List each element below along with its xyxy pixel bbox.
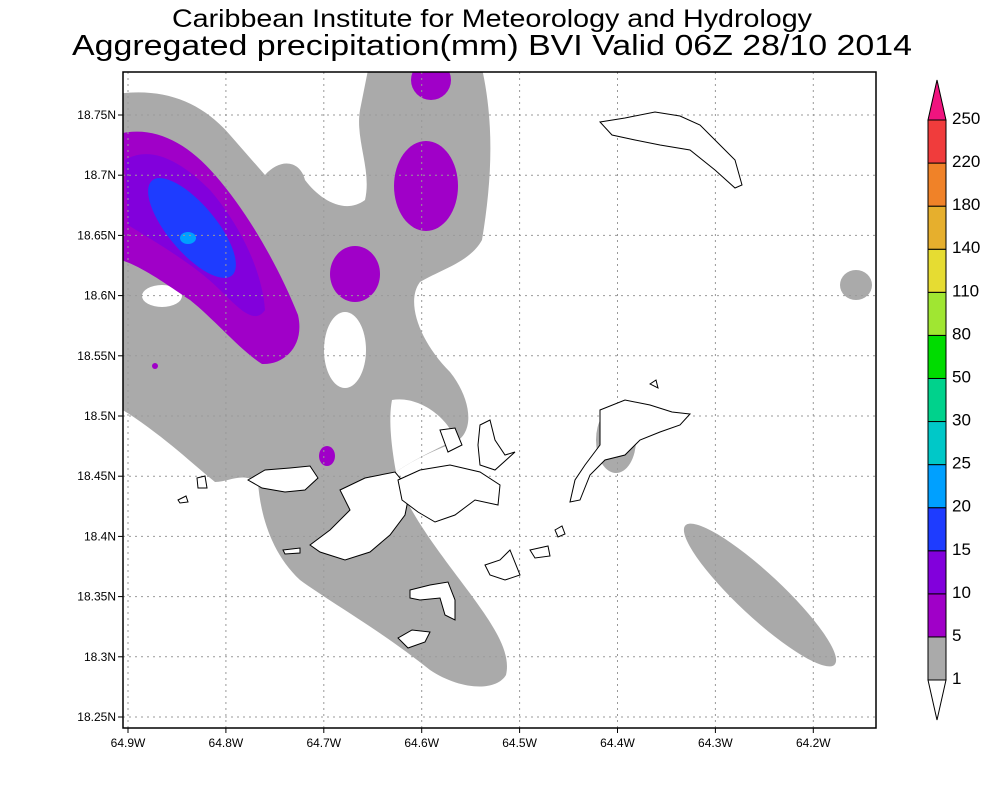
colorbar-segment [927, 550, 947, 595]
colorbar-label: 30 [952, 411, 971, 430]
x-tick-label: 64.8W [209, 736, 244, 750]
islands [177, 111, 743, 649]
colorbar-segment [927, 507, 947, 552]
island-norman [397, 629, 431, 649]
island-jost-van-dyke-group [397, 464, 501, 523]
colorbar-segment [927, 248, 947, 293]
y-tick-label: 18.5N [84, 409, 116, 423]
island-peter [409, 581, 456, 621]
colorbar-segment [927, 334, 947, 379]
colorbar-upper-arrow [927, 79, 947, 121]
island-sandy [196, 475, 208, 489]
island-guana [439, 427, 463, 453]
x-tick-label: 64.2W [796, 736, 831, 750]
y-tick-label: 18.6N [84, 289, 116, 303]
x-tick-label: 64.5W [502, 736, 537, 750]
colorbar-label: 20 [952, 497, 971, 516]
x-tick-label: 64.7W [306, 736, 341, 750]
colorbar-label: 140 [952, 238, 980, 257]
y-tick-label: 18.65N [77, 228, 116, 242]
y-tick-label: 18.3N [84, 650, 116, 664]
island-cooper [529, 545, 551, 559]
colorbar-label: 15 [952, 540, 971, 559]
colorbar-label: 1 [952, 669, 961, 688]
colorbar-label: 5 [952, 626, 961, 645]
island-small-west [177, 495, 189, 504]
y-tick-label: 18.4N [84, 529, 116, 543]
colorbar-segment [927, 162, 947, 207]
y-tick-label: 18.7N [84, 168, 116, 182]
island-west [282, 547, 301, 555]
colorbar-segment [927, 593, 947, 638]
title-line-1: Caribbean Institute for Meteorology and … [172, 5, 813, 33]
island-small-ne [649, 379, 659, 389]
x-tick-label: 64.4W [600, 736, 635, 750]
colorbar-segment [927, 421, 947, 466]
y-tick-label: 18.55N [77, 349, 116, 363]
y-tick-label: 18.25N [77, 710, 116, 724]
plot-frame [122, 71, 877, 729]
x-axis: 64.9W 64.8W 64.7W 64.6W 64.5W 64.4W 64.3W 64.2W [111, 728, 831, 750]
island-st-thomas [247, 465, 319, 493]
colorbar-label: 220 [952, 152, 980, 171]
colorbar-label: 80 [952, 324, 971, 343]
y-axis: 18.75N 18.7N 18.65N 18.6N 18.55N 18.5N 18.45N 1… [77, 108, 123, 724]
colorbar-label: 10 [952, 583, 971, 602]
precip-15-20mm-area [148, 178, 236, 278]
island-virgin-gorda [569, 399, 692, 503]
y-tick-label: 18.45N [77, 469, 116, 483]
island-anegada [598, 111, 743, 189]
colorbar-lower-arrow [927, 679, 947, 721]
precip-area-southeast-band [683, 523, 837, 667]
colorbar-label: 180 [952, 195, 980, 214]
y-tick-label: 18.35N [77, 590, 116, 604]
map-plot-area [123, 72, 876, 728]
colorbar-label: 50 [952, 367, 971, 386]
x-tick-label: 64.3W [698, 736, 733, 750]
precip-20-25mm-area [180, 232, 196, 244]
colorbar-segment [927, 464, 947, 509]
island-fallen-jerusalem [554, 525, 566, 538]
x-tick-label: 64.6W [404, 736, 439, 750]
dry-holes [142, 285, 455, 472]
colorbar-segment [927, 291, 947, 336]
island-ginger [484, 549, 521, 581]
x-tick-label: 64.9W [111, 736, 146, 750]
grid-lines [123, 72, 876, 728]
colorbar-segment [927, 119, 947, 164]
colorbar-segment [927, 205, 947, 250]
colorbar-label: 250 [952, 109, 980, 128]
island-tortola-st-john [309, 471, 411, 561]
island-north [477, 419, 516, 471]
colorbar-segment [927, 636, 947, 681]
colorbar-label: 25 [952, 454, 971, 473]
title-line-2: Aggregated precipitation(mm) BVI Valid 0… [72, 30, 912, 62]
precip-area-east [840, 270, 872, 300]
y-tick-label: 18.75N [77, 108, 116, 122]
colorbar-label: 110 [952, 281, 979, 300]
colorbar-segment [927, 377, 947, 423]
